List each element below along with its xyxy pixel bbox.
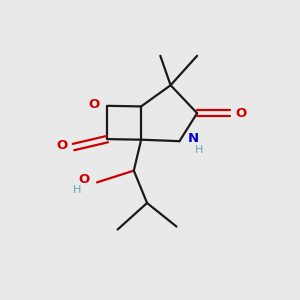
Text: N: N xyxy=(188,132,199,145)
Text: H: H xyxy=(73,185,81,195)
Text: H: H xyxy=(195,145,204,155)
Text: O: O xyxy=(235,107,246,120)
Text: O: O xyxy=(56,139,67,152)
Text: O: O xyxy=(88,98,100,111)
Text: O: O xyxy=(78,173,89,186)
